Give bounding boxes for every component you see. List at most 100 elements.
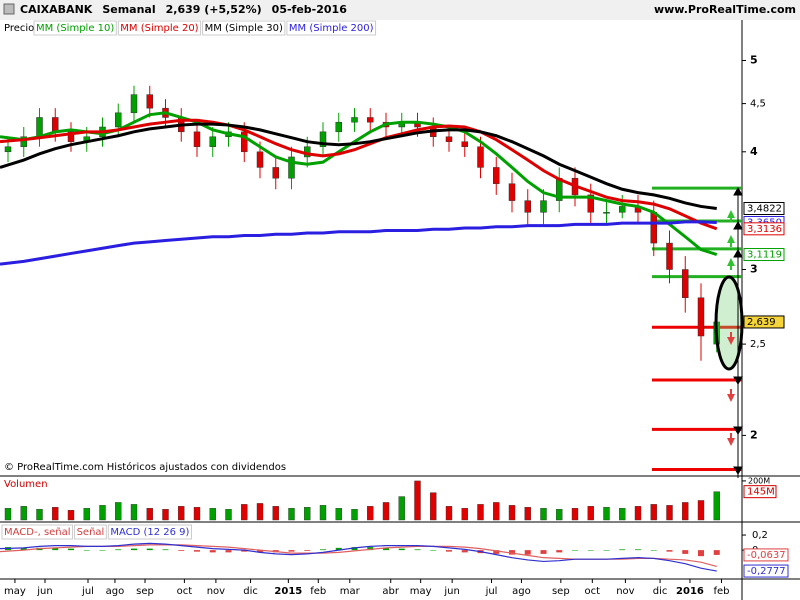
- x-tick-label: nov: [616, 586, 634, 597]
- y-tick-label: 200M: [748, 476, 770, 485]
- volume-bar: [256, 503, 264, 521]
- volume-bar: [682, 502, 689, 521]
- candle-body: [461, 141, 468, 147]
- candle-body: [209, 136, 216, 147]
- volume-bar: [508, 505, 516, 521]
- legend-entry: MM (Simple 30): [205, 23, 283, 34]
- volume-bar: [398, 496, 405, 521]
- volume-tag: 145M: [747, 487, 775, 498]
- legend-entry: MM (Simple 20): [120, 23, 198, 34]
- volume-bar: [603, 507, 610, 521]
- volume-bar: [351, 509, 358, 521]
- candle-body: [351, 117, 358, 123]
- x-tick-label: mar: [340, 586, 361, 597]
- macd-histogram: [162, 549, 169, 551]
- price-tag-box: [743, 315, 785, 329]
- macd-histogram: [115, 549, 122, 551]
- macd-histogram: [99, 550, 106, 551]
- macd-tag-box: [743, 548, 789, 562]
- candle-body: [20, 136, 27, 147]
- macd-histogram: [493, 550, 500, 554]
- volume-bar: [304, 507, 311, 521]
- moving-average: [0, 220, 717, 266]
- price-tag-box: [743, 248, 785, 262]
- y-tick-label: 5: [750, 53, 758, 66]
- volume-bar: [430, 492, 437, 521]
- macd-histogram: [83, 550, 90, 551]
- note: © ProRealTime.com Históricos ajustados c…: [4, 461, 286, 473]
- price-tag: 3,4822: [747, 204, 782, 215]
- candle-body: [682, 269, 689, 298]
- volume-bar: [67, 510, 75, 521]
- volume-bar: [461, 508, 468, 521]
- price-tag-box: [743, 222, 785, 236]
- candle-body: [36, 117, 43, 137]
- volume-bar: [193, 507, 201, 521]
- volume-bar: [36, 509, 43, 521]
- volume-bar: [382, 502, 390, 521]
- volume-bar: [493, 502, 500, 521]
- macd-histogram: [446, 550, 452, 552]
- volume-bar: [697, 500, 705, 521]
- volume-bar: [20, 506, 27, 521]
- x-tick-label: nov: [207, 586, 225, 597]
- moving-average: [0, 111, 718, 256]
- x-tick-label: ago: [106, 586, 125, 597]
- macd-tag: -0,2777: [747, 566, 786, 577]
- macd-histogram: [146, 548, 153, 551]
- macd-histogram: [383, 547, 389, 551]
- candle-body: [697, 297, 705, 337]
- moving-average: [0, 122, 717, 211]
- y-tick-label: 4: [750, 145, 758, 158]
- legend-price: Precio: [4, 23, 34, 34]
- header-bar: [0, 0, 800, 20]
- candle-body: [319, 131, 327, 147]
- candle-body: [4, 146, 12, 153]
- macd-histogram: [430, 550, 437, 551]
- price-tag: 3,3136: [747, 224, 782, 235]
- macd-histogram: [587, 550, 594, 551]
- legend-box: [117, 20, 202, 36]
- macd-histogram: [650, 550, 657, 551]
- volume-bar: [367, 506, 374, 521]
- macd-tag-box: [743, 564, 789, 578]
- legend-box: [107, 524, 192, 540]
- arrows: [733, 186, 743, 478]
- y-tick-label: 2: [750, 428, 758, 441]
- legend-box: [33, 20, 117, 36]
- volume-bar: [162, 509, 169, 521]
- candle-body: [241, 131, 248, 153]
- volume-bar: [666, 505, 673, 521]
- site: www.ProRealTime.com: [654, 3, 796, 16]
- macd-histogram: [682, 550, 689, 554]
- candle-body: [193, 131, 201, 147]
- volume-bar: [146, 508, 153, 521]
- x-tick-label: dic: [653, 586, 668, 597]
- header: CAIXABANK Semanal 2,639 (+5,52%) 05-feb-201…: [20, 3, 347, 16]
- candle-body: [603, 212, 610, 214]
- last-price: 2,639 (+5,52%): [166, 3, 262, 16]
- volume-bar: [178, 506, 185, 521]
- macd-line: [0, 542, 717, 572]
- volume-bar: [52, 507, 59, 521]
- x-tick-label: ago: [512, 586, 531, 597]
- x-tick-label: may: [410, 586, 432, 597]
- x-tick-label: feb: [713, 586, 729, 597]
- volume-bar: [99, 505, 106, 521]
- candle-body: [115, 112, 122, 128]
- moving-average: [0, 118, 718, 231]
- price-tag: 2,639: [747, 317, 776, 328]
- menu-icon[interactable]: [3, 3, 15, 15]
- legend-box: [286, 20, 377, 36]
- highlight-ellipse: [714, 275, 744, 371]
- macd-histogram: [209, 550, 216, 553]
- volume-bar: [556, 509, 563, 521]
- candle-body: [666, 242, 673, 270]
- legend-entry: MM (Simple 200): [289, 23, 374, 34]
- volume-bar: [587, 506, 594, 521]
- x-tick-label: feb: [310, 586, 326, 597]
- volume-bar: [225, 509, 232, 521]
- x-tick-label: oct: [585, 586, 601, 597]
